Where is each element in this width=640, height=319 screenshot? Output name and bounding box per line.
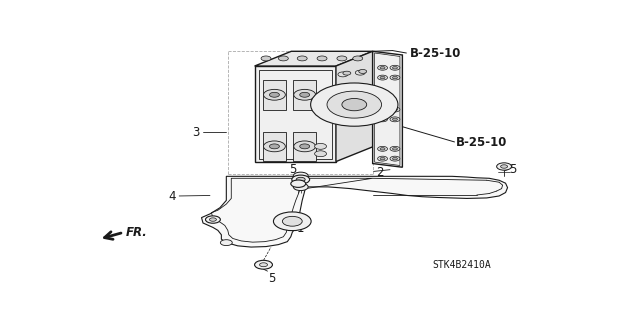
Text: B-25-10: B-25-10 [410,47,461,60]
Text: 3: 3 [193,126,200,139]
Circle shape [378,117,388,122]
Circle shape [500,165,508,168]
Circle shape [209,218,216,221]
Circle shape [353,56,363,61]
Circle shape [327,91,381,118]
Circle shape [220,240,232,246]
Circle shape [291,180,306,187]
Circle shape [378,65,388,70]
Circle shape [390,117,400,122]
Circle shape [255,260,273,269]
Circle shape [293,172,308,180]
Polygon shape [255,51,372,66]
Circle shape [380,157,385,160]
Polygon shape [255,66,336,162]
Circle shape [292,175,310,184]
Polygon shape [372,51,403,167]
Text: 5: 5 [269,272,276,285]
Polygon shape [202,176,508,247]
Circle shape [392,108,397,111]
Circle shape [378,75,388,80]
Circle shape [264,141,285,152]
Circle shape [380,108,385,111]
Polygon shape [293,132,316,161]
Circle shape [317,56,327,61]
Circle shape [390,75,400,80]
Circle shape [380,76,385,79]
Circle shape [296,177,305,182]
Circle shape [294,141,316,152]
Circle shape [269,144,280,149]
Circle shape [205,216,220,223]
Circle shape [359,70,367,73]
Circle shape [497,163,511,170]
Circle shape [295,182,301,185]
Circle shape [392,148,397,150]
Polygon shape [336,51,372,162]
Circle shape [300,92,310,97]
Text: STK4B2410A: STK4B2410A [432,261,491,271]
Circle shape [390,65,400,70]
Circle shape [392,76,397,79]
Polygon shape [262,132,286,161]
Circle shape [310,83,398,126]
Circle shape [261,56,271,61]
Text: B-25-10: B-25-10 [456,136,508,149]
Text: 5: 5 [509,163,517,176]
Circle shape [392,157,397,160]
Circle shape [282,216,302,226]
Circle shape [380,67,385,69]
Circle shape [297,56,307,61]
Text: 4: 4 [169,190,176,203]
Circle shape [392,118,397,121]
Circle shape [300,144,310,149]
Circle shape [278,56,288,61]
Circle shape [380,118,385,121]
Circle shape [392,67,397,69]
Circle shape [337,56,347,61]
Circle shape [380,148,385,150]
Text: 2: 2 [376,166,384,179]
Circle shape [293,183,308,190]
Circle shape [390,107,400,112]
Circle shape [342,99,367,111]
Circle shape [294,89,316,100]
Circle shape [260,263,268,267]
Text: 5: 5 [289,163,297,176]
Circle shape [264,89,285,100]
Circle shape [378,107,388,112]
Polygon shape [293,80,316,109]
Circle shape [390,146,400,151]
Circle shape [378,156,388,161]
Circle shape [273,212,311,231]
Circle shape [378,146,388,151]
Circle shape [315,144,326,149]
Circle shape [315,151,326,157]
Polygon shape [262,80,286,109]
Circle shape [390,156,400,161]
Text: 1: 1 [297,222,304,235]
Text: FR.: FR. [125,226,147,239]
Circle shape [343,71,351,75]
Circle shape [269,92,280,97]
